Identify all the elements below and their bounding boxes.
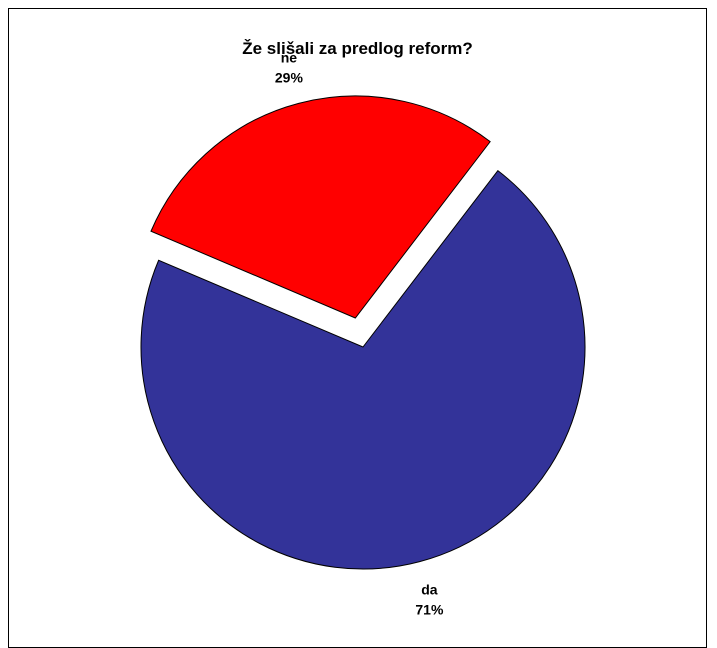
- slice-label-ne: ne: [281, 50, 298, 66]
- pie-slice-ne: [150, 95, 491, 319]
- pie-slice-da: [140, 169, 586, 570]
- slice-value-label-ne: 29%: [275, 70, 304, 86]
- slice-value-label-da: 71%: [415, 601, 444, 617]
- pie-chart: ne 29% da 71%: [140, 50, 586, 617]
- slice-label-da: da: [421, 581, 438, 597]
- chart-title: Že slišali za predlog reform?: [242, 39, 473, 58]
